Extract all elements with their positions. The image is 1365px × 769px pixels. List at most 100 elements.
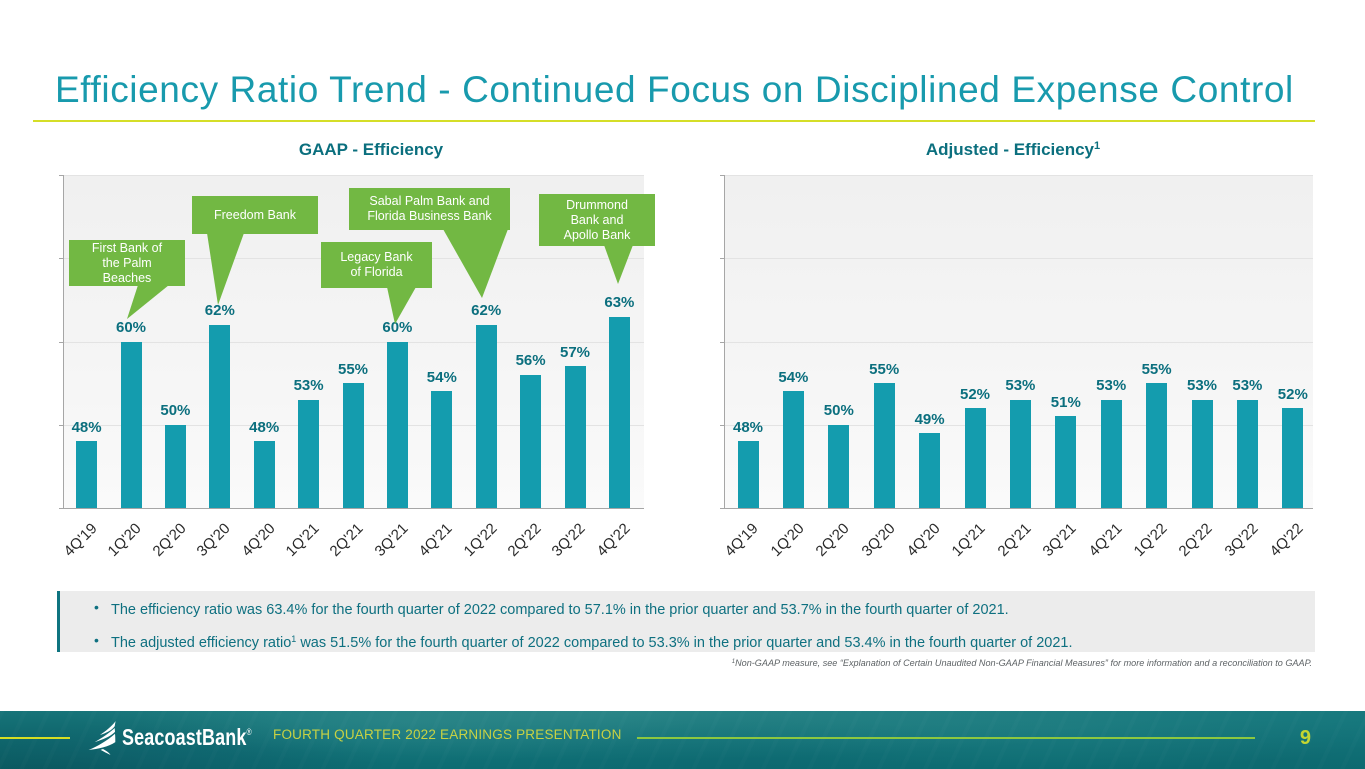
bar-3Q'21: [386, 341, 408, 508]
y-axis-tick: [58, 341, 63, 343]
page-title: Efficiency Ratio Trend - Continued Focus…: [55, 69, 1294, 110]
bar-1Q'22: [475, 324, 497, 508]
chart-title-gaap: GAAP - Efficiency: [298, 140, 444, 159]
y-axis-tick: [58, 258, 63, 260]
bar-value-label: 52%: [959, 385, 991, 403]
chart-title-adjusted: Adjusted - Efficiency1: [925, 140, 1101, 159]
bullet-text-2: The adjusted efficiency ratio1 was 51.5%…: [111, 634, 1073, 651]
bar-1Q'21: [298, 399, 320, 508]
x-axis-label: 2Q'20: [149, 519, 190, 560]
bar-4Q'19: [76, 441, 98, 508]
bar-value-label: 53%: [1096, 377, 1127, 395]
bar-value-label: 50%: [823, 402, 854, 420]
bar-value-label: 53%: [1005, 377, 1036, 395]
y-axis-tick: [720, 341, 724, 343]
x-axis-label: 3Q'20: [193, 519, 234, 560]
bar-value-label: 53%: [1186, 377, 1218, 395]
bar-2Q'20: [164, 424, 186, 508]
x-axis: [62, 508, 644, 509]
x-axis-label: 1Q'20: [105, 519, 146, 560]
x-axis-label: 1Q'22: [460, 519, 501, 560]
callout-1: Freedom Bank: [192, 196, 318, 234]
bar-value-label: 51%: [1050, 393, 1081, 411]
bar-value-label: 57%: [559, 343, 591, 361]
callout-0: First Bank of the Palm Beaches: [69, 240, 185, 286]
bullet-marker: •: [94, 599, 99, 615]
y-axis-tick: [720, 424, 724, 426]
bar-4Q'22: [1282, 408, 1304, 508]
brand-wordmark: SeacoastBank®: [122, 723, 252, 750]
bar-2Q'22: [1191, 399, 1213, 508]
footnote: 1Non-GAAP measure, see “Explanation of C…: [731, 658, 1312, 668]
seacoast-logo-icon: [88, 721, 116, 755]
x-axis-label: 4Q'21: [415, 519, 456, 560]
x-axis-label: 4Q'22: [593, 519, 634, 560]
gridline: [724, 258, 1313, 260]
bar-value-label: 48%: [71, 418, 102, 436]
y-axis-tick: [58, 175, 63, 176]
bar-value-label: 52%: [1277, 385, 1308, 403]
gridline: [62, 341, 644, 343]
bar-4Q'22: [608, 316, 630, 508]
y-axis-tick: [58, 508, 63, 509]
x-axis-label: 4Q'21: [1085, 519, 1126, 560]
bar-2Q'22: [520, 374, 542, 508]
x-axis-label: 2Q'22: [504, 519, 545, 560]
bar-value-label: 60%: [115, 319, 147, 336]
bullet-text-1: The efficiency ratio was 63.4% for the f…: [111, 602, 1009, 618]
x-axis-label: 2Q'21: [327, 519, 368, 560]
bar-4Q'20: [919, 433, 941, 508]
x-axis-label: 1Q'20: [767, 519, 808, 560]
bar-value-label: 50%: [160, 402, 191, 420]
bar-value-label: 62%: [204, 302, 235, 320]
y-axis-tick: [58, 424, 63, 426]
x-axis-label: 2Q'21: [994, 519, 1035, 560]
x-axis-label: 4Q'19: [722, 519, 763, 560]
bar-3Q'21: [1055, 416, 1077, 508]
bar-2Q'21: [1009, 399, 1031, 508]
y-axis-tick: [720, 175, 724, 176]
bar-value-label: 62%: [471, 302, 502, 320]
x-axis-label: 4Q'22: [1266, 519, 1307, 560]
bar-value-label: 56%: [515, 352, 546, 370]
x-axis-label: 1Q'21: [949, 519, 990, 560]
y-axis: [62, 175, 64, 508]
bar-1Q'20: [782, 391, 804, 508]
x-axis-label: 4Q'20: [238, 519, 279, 560]
footer-right-rule: [637, 737, 1255, 739]
footer-caption: FOURTH QUARTER 2022 EARNINGS PRESENTATIO…: [273, 727, 622, 742]
bar-value-label: 54%: [778, 368, 809, 386]
bullet-item-2: • The adjusted efficiency ratio1 was 51.…: [90, 629, 1315, 654]
x-axis-label: 3Q'21: [371, 519, 412, 560]
gridline: [62, 175, 644, 176]
callout-2: Legacy Bank of Florida: [321, 242, 432, 288]
summary-panel: • The efficiency ratio was 63.4% for the…: [57, 591, 1315, 652]
callout-3: Sabal Palm Bank and Florida Business Bank: [349, 188, 510, 230]
bar-value-label: 63%: [604, 294, 635, 312]
title-underline: [33, 120, 1315, 122]
bar-value-label: 55%: [337, 360, 369, 378]
bar-4Q'21: [431, 391, 453, 508]
bar-value-label: 48%: [732, 418, 764, 436]
x-axis-label: 3Q'22: [1221, 519, 1262, 560]
bar-4Q'21: [1100, 399, 1122, 508]
bar-value-label: 53%: [293, 377, 324, 395]
bullet-marker: •: [94, 632, 99, 648]
x-axis-label: 4Q'20: [903, 519, 944, 560]
footer-bar: SeacoastBank® FOURTH QUARTER 2022 EARNIN…: [0, 711, 1365, 769]
page-number: 9: [1299, 726, 1311, 749]
footer-left-rule: [0, 737, 70, 739]
y-axis: [724, 175, 725, 508]
x-axis-label: 1Q'22: [1130, 519, 1171, 560]
bullet-item-1: • The efficiency ratio was 63.4% for the…: [90, 596, 1315, 621]
x-axis-label: 2Q'20: [812, 519, 853, 560]
gridline: [724, 175, 1313, 176]
plot-area-adjusted: 48% 4Q'19 54% 1Q'20 50% 2Q'20 55% 3Q'20 49% 4Q'20…: [720, 175, 1313, 559]
bar-4Q'19: [737, 441, 759, 508]
bar-value-label: 53%: [1232, 377, 1263, 395]
bar-1Q'20: [120, 341, 142, 508]
bar-3Q'20: [209, 324, 231, 508]
y-axis-tick: [720, 258, 724, 260]
x-axis-label: 1Q'21: [282, 519, 323, 560]
y-axis-tick: [720, 508, 724, 509]
